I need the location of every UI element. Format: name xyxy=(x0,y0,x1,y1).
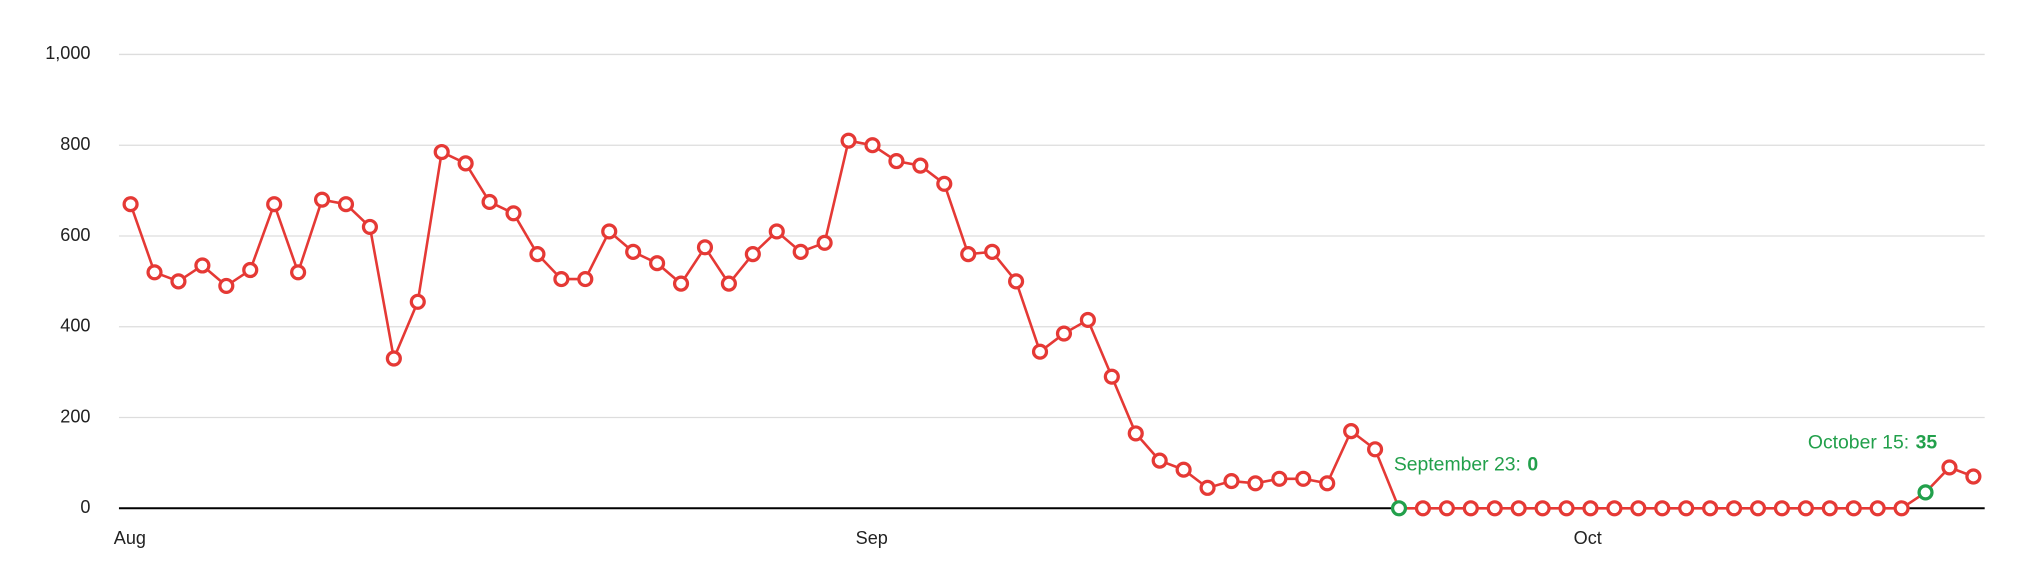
point-marker xyxy=(1534,500,1551,517)
point-marker xyxy=(601,223,618,240)
point-marker xyxy=(1749,500,1767,517)
point-marker xyxy=(1247,475,1264,492)
point-marker xyxy=(768,223,785,240)
point-marker xyxy=(1031,343,1049,360)
y-tick-label: 600 xyxy=(60,225,90,245)
y-tick-label: 200 xyxy=(60,406,90,426)
point-marker xyxy=(1486,500,1503,517)
point-marker xyxy=(1462,500,1479,517)
point-marker xyxy=(122,196,139,213)
point-marker xyxy=(1127,425,1144,442)
point-marker xyxy=(337,196,355,213)
point-marker xyxy=(840,132,857,149)
point-marker xyxy=(361,218,378,235)
point-marker xyxy=(194,257,211,274)
point-marker xyxy=(1366,441,1384,458)
x-tick-label: Aug xyxy=(114,528,146,548)
point-marker xyxy=(960,246,977,263)
point-marker xyxy=(1055,325,1073,342)
point-marker xyxy=(1702,500,1719,517)
point-marker xyxy=(1199,479,1216,496)
y-tick-label: 0 xyxy=(80,497,90,517)
annotation-label: September 23: xyxy=(1394,454,1521,476)
point-marker xyxy=(1630,500,1647,517)
point-marker xyxy=(1725,500,1743,517)
point-marker xyxy=(433,143,450,161)
point-marker xyxy=(457,155,474,172)
y-tick-label: 800 xyxy=(60,134,90,154)
point-marker xyxy=(577,271,594,288)
point-marker xyxy=(1390,500,1408,517)
point-marker xyxy=(1965,468,1982,485)
point-marker xyxy=(720,275,737,292)
point-marker xyxy=(481,193,498,211)
point-marker xyxy=(1797,500,1814,517)
point-marker xyxy=(505,205,522,222)
point-marker xyxy=(984,243,1001,260)
x-tick-label: Sep xyxy=(856,528,888,548)
point-marker xyxy=(385,350,402,367)
point-marker xyxy=(1008,273,1025,290)
point-marker xyxy=(1223,472,1240,490)
y-tick-label: 400 xyxy=(60,316,90,336)
point-marker xyxy=(936,175,953,192)
point-marker xyxy=(1175,461,1192,478)
annotation-value: 0 xyxy=(1527,454,1538,476)
point-marker xyxy=(553,271,570,288)
y-tick-label: 1,000 xyxy=(45,43,90,63)
point-marker xyxy=(816,234,833,251)
x-tick-label: Oct xyxy=(1574,528,1602,548)
point-marker xyxy=(1773,500,1791,517)
point-marker xyxy=(1869,500,1886,517)
point-marker xyxy=(529,246,546,263)
point-marker xyxy=(1414,500,1432,517)
point-marker xyxy=(696,239,714,256)
point-marker xyxy=(888,153,905,170)
point-marker xyxy=(218,277,235,294)
point-marker xyxy=(1582,500,1599,517)
point-marker xyxy=(1606,500,1623,517)
point-marker xyxy=(290,264,307,281)
point-marker xyxy=(625,243,642,260)
point-marker xyxy=(1917,484,1934,501)
point-marker xyxy=(266,196,283,213)
point-marker xyxy=(649,255,666,272)
point-marker xyxy=(313,191,331,208)
series-line xyxy=(129,139,1974,510)
point-marker xyxy=(1151,452,1168,469)
point-marker xyxy=(1654,500,1671,517)
point-marker xyxy=(409,293,426,310)
point-marker xyxy=(146,264,163,281)
point-marker xyxy=(912,157,929,174)
point-marker xyxy=(744,246,761,263)
point-marker xyxy=(242,261,259,279)
point-marker xyxy=(1678,500,1695,517)
point-marker xyxy=(1893,500,1910,517)
annotation: September 23: 0 xyxy=(1394,454,1538,476)
point-marker xyxy=(1079,311,1096,329)
point-marker xyxy=(1271,470,1288,487)
point-marker xyxy=(1343,423,1360,440)
point-marker xyxy=(1438,500,1455,517)
point-marker xyxy=(1319,475,1336,492)
point-marker xyxy=(864,137,881,154)
annotation-label: October 15: xyxy=(1808,431,1909,453)
point-marker xyxy=(1295,470,1312,487)
point-marker xyxy=(1103,368,1120,385)
point-marker xyxy=(792,243,809,260)
point-marker xyxy=(1845,500,1862,517)
annotation-value: 35 xyxy=(1916,431,1938,453)
point-marker xyxy=(170,273,187,290)
point-marker xyxy=(1558,500,1575,517)
annotation: October 15: 35 xyxy=(1808,431,1937,453)
point-marker xyxy=(672,275,690,292)
point-marker xyxy=(1941,459,1958,476)
point-marker xyxy=(1510,500,1527,517)
point-marker xyxy=(1821,500,1838,517)
